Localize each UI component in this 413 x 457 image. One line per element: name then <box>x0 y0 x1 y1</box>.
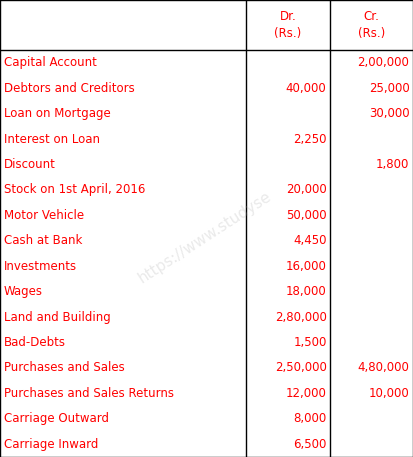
Text: Cash at Bank: Cash at Bank <box>4 234 82 247</box>
Text: 1,800: 1,800 <box>376 158 410 171</box>
Text: Stock on 1st April, 2016: Stock on 1st April, 2016 <box>4 183 145 197</box>
Text: 4,80,000: 4,80,000 <box>358 361 410 374</box>
Text: 2,80,000: 2,80,000 <box>275 311 327 324</box>
Text: 2,250: 2,250 <box>293 133 327 145</box>
Text: 8,000: 8,000 <box>293 412 327 425</box>
Text: Cr.
(Rs.): Cr. (Rs.) <box>358 11 385 39</box>
Text: 2,50,000: 2,50,000 <box>275 361 327 374</box>
Text: Dr.
(Rs.): Dr. (Rs.) <box>274 11 301 39</box>
Text: https://www.studyse: https://www.studyse <box>135 188 274 286</box>
Text: Bad-Debts: Bad-Debts <box>4 336 66 349</box>
Text: 30,000: 30,000 <box>369 107 410 120</box>
Text: Discount: Discount <box>4 158 56 171</box>
Text: 25,000: 25,000 <box>369 82 410 95</box>
Text: 10,000: 10,000 <box>369 387 410 400</box>
Text: 6,500: 6,500 <box>293 438 327 451</box>
Text: Interest on Loan: Interest on Loan <box>4 133 100 145</box>
Text: Purchases and Sales: Purchases and Sales <box>4 361 125 374</box>
Text: 18,000: 18,000 <box>286 285 327 298</box>
Text: Investments: Investments <box>4 260 77 273</box>
Text: Purchases and Sales Returns: Purchases and Sales Returns <box>4 387 174 400</box>
Text: Loan on Mortgage: Loan on Mortgage <box>4 107 111 120</box>
Text: 50,000: 50,000 <box>286 209 327 222</box>
Text: 1,500: 1,500 <box>293 336 327 349</box>
Text: 40,000: 40,000 <box>286 82 327 95</box>
Text: 2,00,000: 2,00,000 <box>358 56 410 69</box>
Text: Carriage Inward: Carriage Inward <box>4 438 98 451</box>
Text: Capital Account: Capital Account <box>4 56 97 69</box>
Text: 20,000: 20,000 <box>286 183 327 197</box>
Text: Land and Building: Land and Building <box>4 311 111 324</box>
Text: Carriage Outward: Carriage Outward <box>4 412 109 425</box>
Text: Debtors and Creditors: Debtors and Creditors <box>4 82 135 95</box>
Text: 16,000: 16,000 <box>286 260 327 273</box>
Text: 12,000: 12,000 <box>286 387 327 400</box>
Text: Wages: Wages <box>4 285 43 298</box>
Text: 4,450: 4,450 <box>293 234 327 247</box>
Text: Motor Vehicle: Motor Vehicle <box>4 209 84 222</box>
